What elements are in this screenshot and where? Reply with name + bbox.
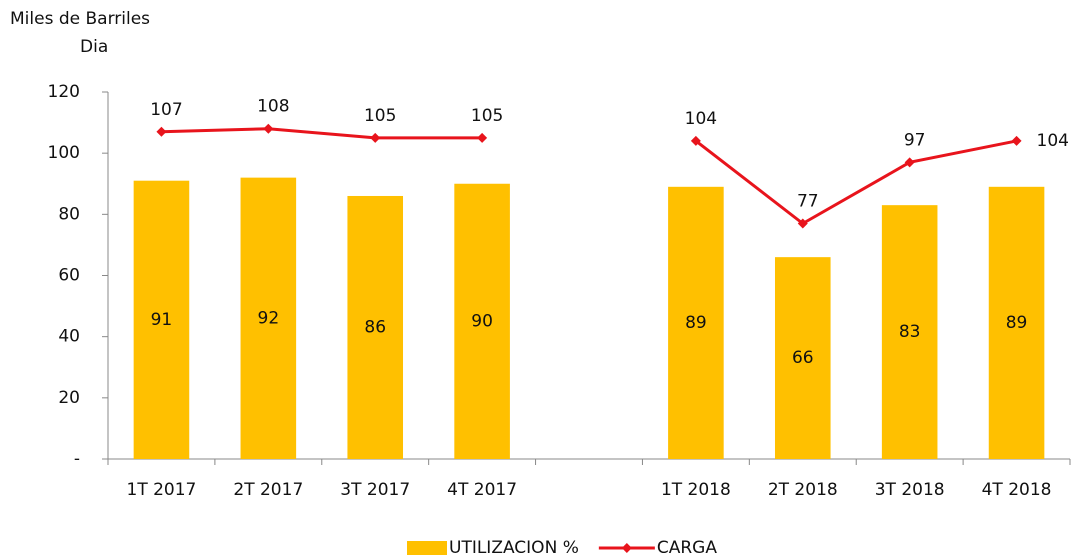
y-tick-label: 60 xyxy=(58,266,80,286)
legend-marker xyxy=(621,543,632,553)
bar xyxy=(240,177,297,459)
bar xyxy=(347,195,404,459)
line-value-label: 97 xyxy=(904,130,926,150)
y-tick-label: - xyxy=(74,449,80,469)
bar-value-label: 89 xyxy=(685,313,707,333)
legend-label: CARGA xyxy=(657,538,717,558)
y-axis-label: Dia xyxy=(80,37,108,57)
legend-label: UTILIZACION % xyxy=(449,538,579,558)
y-tick-label: 80 xyxy=(58,204,80,224)
line-value-label: 105 xyxy=(364,106,396,126)
line xyxy=(161,127,483,140)
bar-value-label: 83 xyxy=(899,322,921,342)
bar xyxy=(133,180,190,460)
line-value-label: 77 xyxy=(797,192,819,212)
line-value-label: 104 xyxy=(685,109,717,129)
line-marker xyxy=(690,135,701,146)
y-tick-label: 120 xyxy=(48,82,80,102)
legend-swatch xyxy=(407,541,447,555)
line-marker xyxy=(370,132,381,143)
x-tick-label: 3T 2017 xyxy=(340,480,410,500)
line xyxy=(694,139,1017,226)
y-tick-label: 100 xyxy=(48,143,80,163)
line-marker xyxy=(904,157,915,168)
line-value-label: 108 xyxy=(257,97,289,117)
bar-value-label: 66 xyxy=(792,348,814,368)
line-marker xyxy=(263,123,274,134)
bar-value-label: 91 xyxy=(151,310,173,330)
line-value-label: 104 xyxy=(1037,131,1069,151)
bar-value-label: 92 xyxy=(258,308,280,328)
bar-value-label: 86 xyxy=(364,317,386,337)
bar xyxy=(988,186,1045,459)
bar xyxy=(774,257,831,459)
line-marker xyxy=(156,126,167,137)
y-axis-label: Miles de Barriles xyxy=(10,9,150,29)
line-marker xyxy=(797,218,808,229)
x-tick-label: 2T 2018 xyxy=(768,480,838,500)
line-marker xyxy=(477,132,488,143)
x-tick-label: 3T 2018 xyxy=(875,480,945,500)
x-tick-label: 2T 2017 xyxy=(233,480,303,500)
line-value-label: 105 xyxy=(471,106,503,126)
bar-value-label: 89 xyxy=(1006,313,1028,333)
y-tick-label: 40 xyxy=(58,327,80,347)
line-value-label: 107 xyxy=(150,100,182,120)
x-tick-label: 1T 2017 xyxy=(127,480,197,500)
bar xyxy=(668,186,724,459)
line-marker xyxy=(1011,135,1022,146)
bar-value-label: 90 xyxy=(471,311,493,331)
x-tick-label: 4T 2018 xyxy=(982,480,1052,500)
bar xyxy=(454,183,510,459)
bar xyxy=(881,205,938,459)
y-tick-label: 20 xyxy=(58,388,80,408)
x-tick-label: 4T 2017 xyxy=(447,480,517,500)
x-tick-label: 1T 2018 xyxy=(661,480,731,500)
